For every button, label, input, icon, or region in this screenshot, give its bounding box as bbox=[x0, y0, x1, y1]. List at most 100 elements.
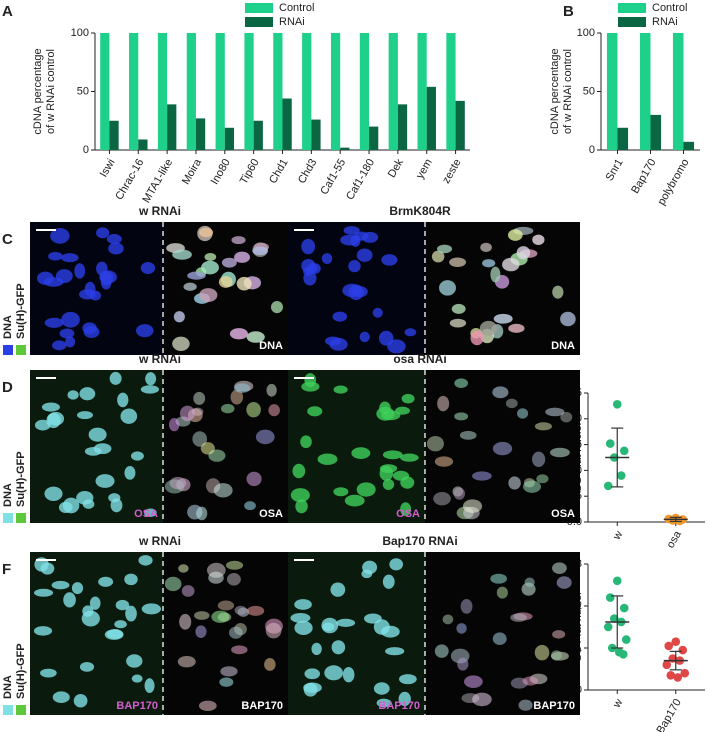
nucleus bbox=[178, 564, 189, 573]
nucleus bbox=[74, 263, 86, 279]
nucleus bbox=[462, 499, 483, 513]
x-tick-label: Iswi bbox=[98, 157, 118, 179]
nucleus bbox=[379, 464, 398, 473]
bar bbox=[224, 127, 235, 150]
nucleus bbox=[464, 675, 483, 688]
nucleus bbox=[550, 447, 570, 458]
nucleus bbox=[522, 676, 538, 686]
nucleus bbox=[332, 311, 348, 322]
nucleus bbox=[560, 311, 576, 327]
legend-label: Control bbox=[652, 2, 687, 14]
nucleus bbox=[398, 691, 411, 707]
nucleus bbox=[324, 336, 341, 346]
bar bbox=[683, 141, 695, 150]
nucleus bbox=[40, 668, 57, 678]
nucleus bbox=[177, 656, 196, 668]
nucleus bbox=[50, 227, 70, 244]
nucleus bbox=[109, 371, 122, 385]
y-axis-label: of w RNAi control bbox=[562, 49, 574, 134]
nucleus bbox=[454, 378, 469, 388]
channel-swatch bbox=[3, 513, 13, 523]
legend-swatch bbox=[618, 17, 646, 27]
data-point bbox=[666, 671, 676, 680]
channel-label: OSA bbox=[551, 508, 575, 520]
nucleus bbox=[226, 572, 241, 586]
nucleus bbox=[79, 387, 96, 401]
nucleus bbox=[472, 471, 492, 481]
bar bbox=[639, 33, 651, 150]
nucleus bbox=[164, 576, 182, 592]
bar bbox=[369, 126, 379, 150]
nucleus bbox=[198, 700, 217, 712]
nucleus bbox=[124, 573, 138, 586]
data-point bbox=[673, 673, 683, 682]
nucleus bbox=[225, 560, 244, 570]
nucleus bbox=[108, 242, 124, 255]
data-point bbox=[603, 622, 613, 632]
nucleus bbox=[449, 318, 467, 328]
bar bbox=[397, 104, 408, 150]
nucleus bbox=[201, 260, 219, 275]
nucleus bbox=[426, 435, 444, 452]
nucleus bbox=[63, 592, 76, 608]
nucleus bbox=[508, 323, 525, 333]
nucleus bbox=[382, 574, 395, 589]
nucleus bbox=[381, 410, 401, 421]
x-tick-label: osa bbox=[665, 528, 685, 550]
nucleus bbox=[431, 250, 445, 263]
bar bbox=[109, 120, 119, 150]
channel-swatch bbox=[16, 705, 26, 715]
nucleus bbox=[140, 385, 160, 394]
nucleus bbox=[36, 271, 54, 285]
nucleus bbox=[459, 430, 477, 440]
nucleus bbox=[172, 336, 190, 351]
nucleus bbox=[61, 311, 80, 328]
x-tick-label: Chd1 bbox=[267, 157, 291, 186]
x-tick-label: Bap170 bbox=[629, 157, 658, 196]
nucleus bbox=[321, 617, 339, 634]
x-tick-label: Moira bbox=[180, 156, 205, 187]
micrograph bbox=[163, 370, 288, 523]
nucleus bbox=[454, 412, 469, 421]
x-tick-label: Ino80 bbox=[209, 157, 233, 187]
nucleus bbox=[304, 668, 321, 680]
nucleus bbox=[98, 576, 114, 587]
nucleus bbox=[490, 266, 501, 283]
nucleus bbox=[141, 603, 161, 615]
legend-label: RNAi bbox=[652, 16, 678, 28]
bar bbox=[195, 118, 206, 150]
channel-swatch bbox=[16, 513, 26, 523]
nucleus bbox=[59, 328, 75, 339]
nucleus bbox=[41, 402, 60, 412]
nucleus bbox=[373, 682, 390, 695]
nucleus bbox=[44, 317, 64, 328]
channel-name: Su(H)-GFP bbox=[15, 283, 27, 339]
nucleus bbox=[172, 249, 192, 260]
nucleus bbox=[194, 611, 210, 620]
bar bbox=[446, 33, 456, 150]
nucleus bbox=[234, 383, 251, 393]
x-tick-label: Dek bbox=[386, 157, 406, 180]
nucleus bbox=[34, 419, 51, 431]
nucleus bbox=[434, 456, 454, 467]
data-point bbox=[662, 660, 672, 670]
nucleus bbox=[199, 288, 218, 303]
nucleus bbox=[330, 582, 346, 597]
nucleus bbox=[294, 620, 313, 636]
channel-name: Su(H)-GFP bbox=[15, 451, 27, 507]
nucleus bbox=[120, 408, 138, 424]
nucleus bbox=[480, 242, 492, 252]
nucleus bbox=[62, 497, 80, 514]
nucleus bbox=[199, 227, 214, 238]
channel-label: BAP170 bbox=[378, 700, 420, 712]
nucleus bbox=[234, 605, 247, 615]
nucleus bbox=[524, 577, 535, 588]
nucleus bbox=[183, 282, 197, 291]
nucleus bbox=[79, 289, 96, 300]
nucleus bbox=[77, 411, 93, 420]
channel-label: BAP170 bbox=[116, 700, 158, 712]
channel-swatch bbox=[3, 705, 13, 715]
nucleus bbox=[437, 395, 450, 412]
nucleus bbox=[551, 650, 562, 661]
nucleus bbox=[552, 562, 567, 574]
